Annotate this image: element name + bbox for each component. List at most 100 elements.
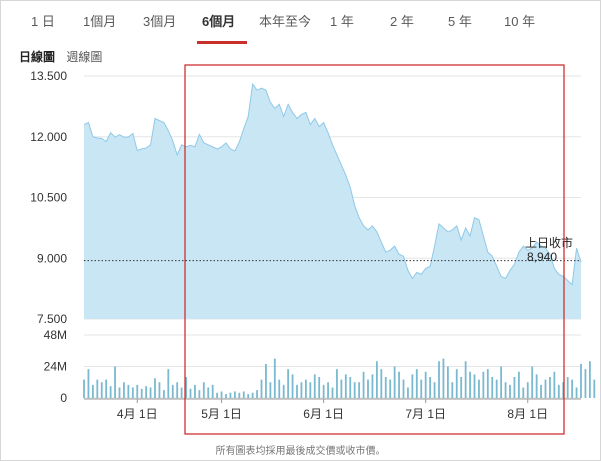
volume-bar xyxy=(91,384,94,399)
volume-bar xyxy=(158,382,161,398)
tab-1-year[interactable]: 1 年 xyxy=(330,14,354,29)
volume-bar xyxy=(287,369,290,399)
volume-bar xyxy=(127,384,130,399)
volume-bar xyxy=(389,379,392,399)
volume-bar xyxy=(309,382,312,398)
volume-bar xyxy=(171,384,174,399)
volume-tick-label: 0 xyxy=(60,391,67,405)
volume-bar xyxy=(100,382,103,398)
volume-bar xyxy=(384,377,387,398)
volume-bar xyxy=(269,382,272,398)
volume-bar xyxy=(375,361,378,398)
prev-close-label: 上日收市 xyxy=(525,235,573,250)
tab-ytd[interactable]: 本年至今 xyxy=(259,14,312,29)
volume-bar xyxy=(353,382,356,398)
volume-bar xyxy=(411,374,414,399)
price-tick-label: 9.000 xyxy=(37,251,67,265)
volume-bar xyxy=(429,377,432,398)
volume-bar xyxy=(460,377,463,398)
volume-tick-label: 48M xyxy=(44,328,67,342)
volume-bar xyxy=(438,361,440,398)
volume-bar xyxy=(251,392,254,398)
volume-bar xyxy=(87,369,90,399)
volume-bar xyxy=(145,386,148,398)
volume-bar xyxy=(393,366,396,398)
range-tabs: 1 日 1個月 3個月 6個月 本年至今 1 年 2 年 5 年 10 年 xyxy=(1,1,600,45)
volume-bar xyxy=(362,371,365,398)
chart-footnote: 所有圖表均採用最後成交價或收市價。 xyxy=(215,446,386,457)
volume-bar xyxy=(588,361,591,398)
volume-bar xyxy=(478,379,480,399)
tab-10-year[interactable]: 10 年 xyxy=(504,14,536,29)
x-tick-label: 6月 1日 xyxy=(303,407,344,421)
tab-1-day[interactable]: 1 日 xyxy=(31,14,55,29)
prev-close-value: 8,940 xyxy=(527,250,557,264)
volume-bar xyxy=(420,379,423,399)
volume-bar xyxy=(225,394,227,398)
volume-bar xyxy=(424,371,427,398)
volume-bar xyxy=(233,391,236,398)
volume-bar xyxy=(207,387,210,398)
volume-bar xyxy=(367,379,369,399)
price-area xyxy=(84,84,581,319)
volume-bar xyxy=(318,377,321,398)
volume-bar xyxy=(531,366,534,398)
volume-bar xyxy=(495,379,498,399)
volume-bar xyxy=(313,374,316,399)
volume-bar xyxy=(491,377,494,398)
tab-weekly-chart[interactable]: 週線圖 xyxy=(66,50,103,64)
tab-6-month[interactable]: 6個月 xyxy=(202,14,236,29)
volume-bar xyxy=(549,377,551,398)
volume-bar xyxy=(167,369,170,399)
volume-bar xyxy=(83,379,85,399)
volume-bar xyxy=(331,387,334,398)
volume-bar xyxy=(282,384,285,399)
volume-bar xyxy=(123,382,125,398)
volume-bar xyxy=(220,391,223,398)
price-tick-label: 7.500 xyxy=(37,312,67,326)
volume-bar xyxy=(464,361,467,398)
tab-daily-chart[interactable]: 日線圖 xyxy=(19,50,56,64)
volume-bar xyxy=(176,382,179,398)
volume-bar xyxy=(486,369,489,399)
volume-bar xyxy=(131,387,134,398)
volume-bar xyxy=(154,378,156,398)
volume-bar xyxy=(575,387,578,398)
volume-bar xyxy=(105,379,108,399)
volume-bar xyxy=(229,392,232,398)
volume-bar xyxy=(304,379,307,399)
volume-bar xyxy=(557,384,560,399)
volume-bar xyxy=(535,374,538,399)
price-line xyxy=(83,82,582,286)
volume-bar xyxy=(415,369,418,399)
volume-bar xyxy=(273,358,276,399)
volume-bar xyxy=(96,379,99,399)
tab-3-month[interactable]: 3個月 xyxy=(143,14,177,29)
volume-bar xyxy=(162,390,165,399)
volume-bar xyxy=(327,382,329,398)
tab-1-month[interactable]: 1個月 xyxy=(83,14,117,29)
volume-bar xyxy=(504,382,507,398)
volume-bar xyxy=(371,374,374,399)
x-tick-label: 4月 1日 xyxy=(117,407,158,421)
x-tick-label: 7月 1日 xyxy=(405,407,446,421)
volume-bar xyxy=(260,379,263,399)
volume-bar xyxy=(526,382,529,398)
volume-bar xyxy=(593,379,596,399)
tab-5-year[interactable]: 5 年 xyxy=(448,14,472,29)
volume-bar xyxy=(340,379,343,399)
volume-bar xyxy=(265,363,267,399)
volume-bar xyxy=(256,390,258,399)
tab-2-year[interactable]: 2 年 xyxy=(390,14,414,29)
volume-bar xyxy=(522,387,525,398)
price-tick-label: 12.000 xyxy=(30,130,67,144)
volume-bar xyxy=(562,382,565,398)
volume-bar xyxy=(247,394,250,398)
volume-bar xyxy=(291,374,294,399)
volume-bar xyxy=(194,384,196,399)
volume-bar xyxy=(211,384,214,399)
volume-bar xyxy=(398,371,400,398)
volume-bar xyxy=(189,388,192,398)
